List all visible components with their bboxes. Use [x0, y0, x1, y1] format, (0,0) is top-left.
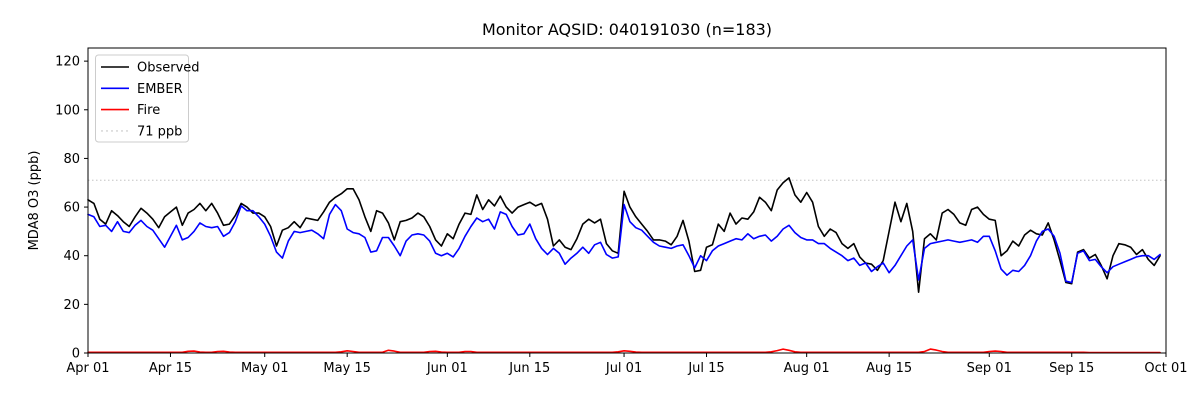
x-tick-label: Jun 01 — [426, 361, 468, 376]
x-tick-label: Apr 01 — [66, 361, 109, 376]
legend-label: Fire — [137, 103, 160, 118]
legend-label: EMBER — [137, 82, 183, 97]
x-tick-label: Aug 01 — [784, 361, 830, 376]
y-tick-label: 120 — [55, 55, 80, 70]
x-tick-label: Apr 15 — [149, 361, 192, 376]
y-tick-label: 80 — [63, 152, 80, 167]
y-axis-label: MDA8 O3 (ppb) — [27, 151, 42, 251]
legend: Observed EMBER Fire 71 ppb — [95, 54, 200, 143]
y-tick-label: 60 — [63, 201, 80, 216]
x-tick-label: Jul 01 — [605, 361, 642, 376]
x-tick-label: Aug 15 — [866, 361, 912, 376]
plot-frame — [87, 47, 1167, 354]
y-tick-label: 0 — [72, 347, 80, 362]
series-observed-line — [87, 177, 1161, 294]
x-tick-label: Sep 15 — [1049, 361, 1094, 376]
x-tick-label: May 01 — [241, 361, 289, 376]
series-ember-line — [87, 203, 1161, 284]
x-tick-label: May 15 — [323, 361, 371, 376]
x-tick-label: Oct 01 — [1144, 361, 1187, 376]
legend-box — [95, 54, 189, 143]
y-tick-label: 20 — [63, 298, 80, 313]
x-tick-label: Jun 15 — [508, 361, 550, 376]
x-tick-label: Jul 15 — [687, 361, 724, 376]
axes-frame — [87, 47, 1167, 354]
plot-series — [87, 177, 1161, 354]
series-fire-line — [87, 348, 1161, 354]
legend-label: Observed — [137, 61, 200, 76]
chart-title: Monitor AQSID: 040191030 (n=183) — [482, 20, 772, 39]
x-tick-label: Sep 01 — [967, 361, 1012, 376]
legend-label: 71 ppb — [137, 124, 182, 139]
y-tick-label: 40 — [63, 249, 80, 264]
axes: 0 20 40 60 80 100 120 Apr 01 Apr 15 May 01 May 15 J… — [55, 55, 1187, 376]
y-tick-label: 100 — [55, 103, 80, 118]
